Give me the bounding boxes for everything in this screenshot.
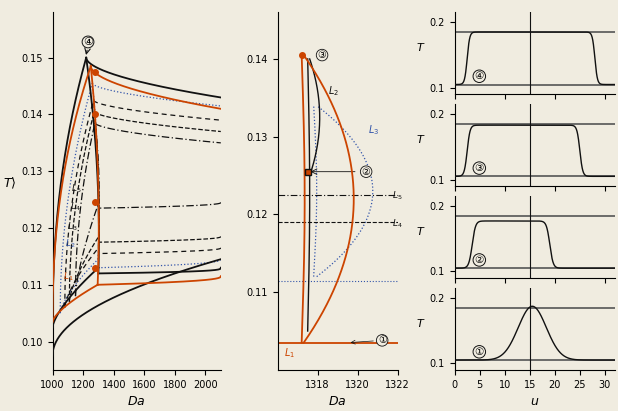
Text: $L_1$: $L_1$ <box>284 346 295 360</box>
Text: $L_2$: $L_2$ <box>66 237 76 249</box>
Text: ④: ④ <box>83 37 93 47</box>
X-axis label: $Da$: $Da$ <box>329 395 347 408</box>
Y-axis label: $T\rangle$: $T\rangle$ <box>4 176 17 191</box>
Text: ④: ④ <box>475 71 484 81</box>
Text: ②: ② <box>475 255 484 265</box>
Y-axis label: $T$: $T$ <box>417 133 426 145</box>
Text: $L_1$: $L_1$ <box>63 270 74 283</box>
Y-axis label: $T$: $T$ <box>417 42 426 53</box>
Text: $L_5$: $L_5$ <box>392 190 402 202</box>
X-axis label: $Da$: $Da$ <box>127 395 146 408</box>
Text: ③: ③ <box>318 50 326 60</box>
Text: $L_5$: $L_5$ <box>71 182 82 195</box>
Text: $L_4$: $L_4$ <box>392 217 402 230</box>
Text: $L_3$: $L_3$ <box>67 220 78 233</box>
Y-axis label: $T$: $T$ <box>417 317 426 329</box>
Text: $L_3$: $L_3$ <box>368 123 379 136</box>
Text: ①: ① <box>351 335 386 345</box>
Text: ③: ③ <box>475 163 484 173</box>
Text: $L_4$: $L_4$ <box>70 201 80 213</box>
Y-axis label: $T$: $T$ <box>417 225 426 237</box>
Text: ②: ② <box>362 167 371 177</box>
Text: $L_2$: $L_2$ <box>328 84 339 98</box>
Text: ①: ① <box>475 347 484 357</box>
X-axis label: $u$: $u$ <box>530 395 540 408</box>
